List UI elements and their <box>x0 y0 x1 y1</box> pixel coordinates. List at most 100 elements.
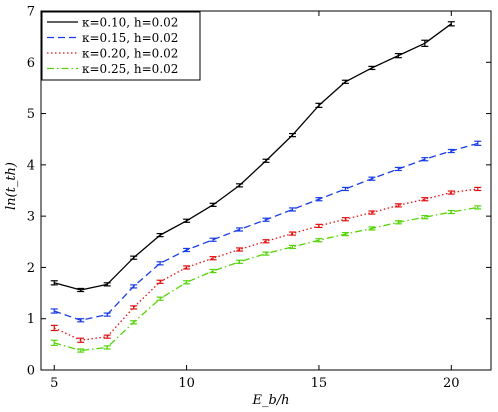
error-bar <box>209 202 217 207</box>
error-bar <box>288 132 296 138</box>
legend-label: κ=0.20, h=0.02 <box>82 47 178 61</box>
error-bar <box>50 280 58 286</box>
error-bar <box>262 239 270 244</box>
error-bar <box>209 237 217 242</box>
x-tick-label: 10 <box>178 376 195 391</box>
error-bar <box>288 231 296 236</box>
error-bar <box>156 232 164 238</box>
error-bar <box>368 65 376 71</box>
error-bar <box>262 217 270 222</box>
error-bar <box>236 259 244 264</box>
error-bar <box>447 190 455 195</box>
series-3 <box>50 186 482 343</box>
error-bar <box>156 261 164 266</box>
error-bar <box>209 256 217 261</box>
error-bar <box>183 218 191 223</box>
y-tick-label: 3 <box>27 210 35 225</box>
y-tick-label: 1 <box>27 312 35 327</box>
series-2 <box>50 140 482 323</box>
y-tick-label: 2 <box>27 261 35 276</box>
x-axis-label: E_b/h <box>251 393 289 408</box>
error-bar <box>315 223 323 229</box>
error-bar <box>341 186 349 192</box>
error-bar <box>50 324 58 332</box>
error-bar <box>103 312 111 317</box>
error-bar <box>421 157 429 162</box>
legend: κ=0.10, h=0.02κ=0.15, h=0.02 κ=0.20, h=0.… <box>41 11 201 81</box>
series-line <box>53 188 478 341</box>
error-bar <box>368 176 376 181</box>
axes-frame <box>40 10 492 371</box>
error-bar <box>421 39 429 47</box>
error-bar <box>156 296 164 301</box>
legend-label: κ=0.25, h=0.02 <box>82 62 178 76</box>
error-bar <box>315 197 323 202</box>
error-bar <box>341 217 349 222</box>
y-tick-label: 4 <box>27 158 35 173</box>
error-bar <box>183 247 191 253</box>
y-tick-label: 6 <box>27 56 35 71</box>
error-bar <box>130 320 138 325</box>
error-bar <box>236 227 244 232</box>
x-tick-label: 5 <box>50 376 58 391</box>
error-bar <box>394 203 402 208</box>
error-bar <box>341 231 349 237</box>
error-bar <box>103 334 111 339</box>
error-bar <box>50 339 58 346</box>
error-bar <box>77 287 85 293</box>
error-bar <box>183 265 191 270</box>
error-bar <box>77 337 85 343</box>
error-bar <box>50 308 58 314</box>
x-tick-label: 20 <box>443 376 460 391</box>
y-tick-label: 0 <box>27 364 35 379</box>
error-bar <box>130 255 138 260</box>
error-bar <box>394 220 402 225</box>
error-bar <box>103 345 111 350</box>
error-bar <box>421 215 429 220</box>
error-bar <box>447 209 455 215</box>
error-bar <box>315 102 323 109</box>
error-bar <box>236 183 244 188</box>
error-bar <box>368 210 376 215</box>
error-bar <box>394 166 402 172</box>
series-line <box>54 206 478 352</box>
error-bar <box>130 284 138 289</box>
error-bar <box>341 79 349 84</box>
error-bar <box>103 282 111 287</box>
legend-item: κ=0.25, h=0.02 <box>47 62 178 76</box>
error-bar <box>394 52 402 59</box>
error-bar <box>77 318 85 323</box>
error-bar <box>156 279 164 284</box>
series-4 <box>50 205 482 353</box>
y-tick-label: 7 <box>27 5 35 20</box>
error-bar <box>421 197 429 202</box>
series-layer <box>50 21 482 353</box>
error-bar <box>474 140 482 146</box>
error-bar <box>183 280 191 285</box>
error-bar <box>209 268 217 274</box>
legend-item: κ=0.15, h=0.02 <box>47 31 178 45</box>
error-bar <box>474 186 482 192</box>
legend-item: κ=0.20, h=0.02 <box>47 47 178 61</box>
error-bar <box>288 244 296 250</box>
error-bar <box>77 348 85 353</box>
legend-label: κ=0.15, h=0.02 <box>82 31 178 45</box>
y-tick-label: 5 <box>27 107 35 122</box>
error-bar <box>315 238 323 243</box>
error-bar <box>288 207 296 212</box>
error-bar <box>447 148 455 154</box>
error-bar <box>130 305 138 310</box>
error-bar <box>368 226 376 231</box>
x-tick-label: 15 <box>311 376 328 391</box>
y-axis-label: ln(t_th) <box>4 162 19 210</box>
series-1 <box>50 21 455 293</box>
legend-item: κ=0.10, h=0.02 <box>47 16 178 30</box>
legend-label: κ=0.10, h=0.02 <box>82 16 178 30</box>
series-line <box>54 23 452 291</box>
error-bar <box>447 21 455 27</box>
error-bar <box>474 205 482 210</box>
axes-layer: 5 10 15 20 0 1 2 3 4 5 6 7 <box>27 5 492 391</box>
error-bar <box>236 247 244 252</box>
error-bar <box>262 251 270 256</box>
